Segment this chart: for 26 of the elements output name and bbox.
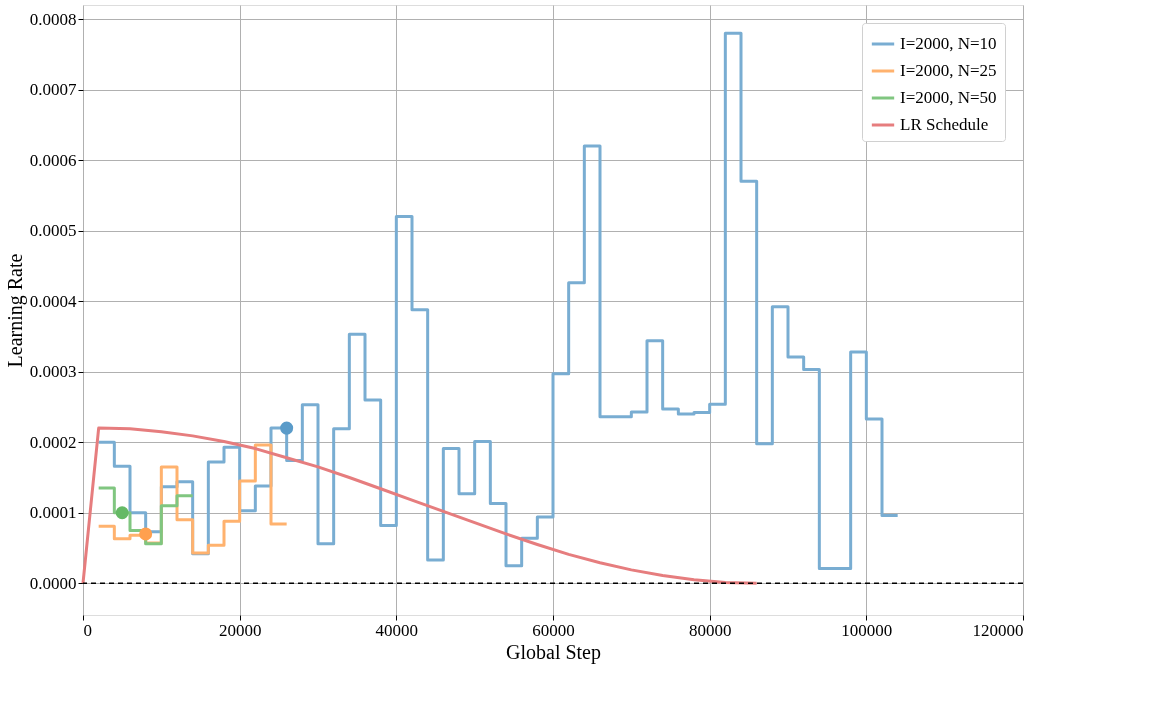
y-tick-label: 0.0002 xyxy=(29,432,77,452)
y-tick-label: 0.0004 xyxy=(29,291,77,311)
y-tick-label: 0.0000 xyxy=(29,573,77,593)
x-axis-title: Global Step xyxy=(506,640,601,664)
legend-label: I=2000, N=10 xyxy=(900,34,997,53)
y-tick-label: 0.0008 xyxy=(29,9,77,29)
legend-label: I=2000, N=50 xyxy=(900,88,997,107)
x-tick-label: 100000 xyxy=(841,620,893,640)
point xyxy=(139,527,153,541)
y-tick-label: 0.0001 xyxy=(29,503,77,523)
point xyxy=(115,506,129,520)
point xyxy=(280,421,294,435)
x-tick-label: 120000 xyxy=(972,620,1024,640)
x-tick-label: 0 xyxy=(83,620,92,640)
y-tick-label: 0.0003 xyxy=(29,362,77,382)
x-tick-label: 20000 xyxy=(218,620,262,640)
y-tick-label: 0.0007 xyxy=(29,80,77,100)
legend-label: LR Schedule xyxy=(900,115,989,134)
line-series xyxy=(81,426,759,585)
y-tick-label: 0.0005 xyxy=(29,221,77,241)
legend-label: I=2000, N=25 xyxy=(900,61,997,80)
y-axis-title: Learning Rate xyxy=(3,253,27,368)
y-tick-label: 0.0006 xyxy=(29,150,77,170)
x-tick-label: 60000 xyxy=(532,620,575,640)
x-tick-label: 40000 xyxy=(375,620,419,640)
x-tick-label: 80000 xyxy=(688,620,732,640)
